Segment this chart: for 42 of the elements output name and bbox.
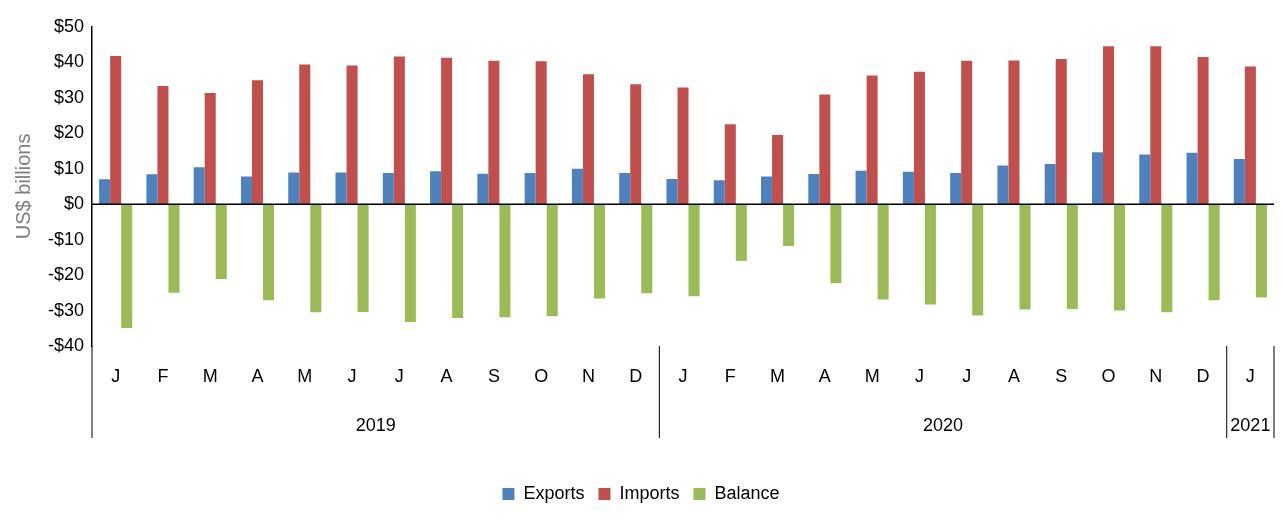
x-tick-label: J	[1245, 365, 1255, 386]
x-tick-label: D	[1196, 365, 1210, 386]
text: 2021	[1230, 414, 1271, 435]
y-tick-label: -$20	[48, 264, 85, 285]
x-tick-label: N	[1149, 365, 1163, 386]
y-tick-label: -$40	[48, 334, 85, 355]
y-tick-label: $40	[53, 51, 85, 72]
x-tick-label: A	[440, 365, 453, 386]
x-tick-label: M	[202, 365, 218, 386]
x-tick-label: A	[1007, 365, 1020, 386]
x-tick-label: F	[157, 365, 169, 386]
x-tick-label: S	[1055, 365, 1068, 386]
text: 2019	[355, 414, 396, 435]
x-tick-label: J	[394, 365, 404, 386]
legend-label: Balance	[714, 482, 780, 503]
x-tick-label: J	[678, 365, 688, 386]
x-tick-label: S	[487, 365, 500, 386]
legend-label: Exports	[523, 482, 585, 503]
y-tick-label: $10	[53, 157, 85, 178]
x-tick-label: J	[962, 365, 972, 386]
y-tick-label: $50	[53, 15, 85, 36]
y-tick-label: $30	[53, 86, 85, 107]
legend-label: Imports	[619, 482, 680, 503]
x-tick-label: J	[111, 365, 121, 386]
y-tick-label: $0	[64, 193, 85, 214]
y-axis-title: US$ billions	[11, 133, 34, 240]
x-tick-label: O	[534, 365, 549, 386]
x-tick-label: D	[629, 365, 643, 386]
x-tick-label: A	[251, 365, 264, 386]
x-tick-label: O	[1101, 365, 1116, 386]
x-tick-label: N	[581, 365, 595, 386]
x-tick-label: F	[724, 365, 736, 386]
x-tick-label: M	[770, 365, 786, 386]
x-tick-label: M	[864, 365, 880, 386]
y-tick-label: -$30	[48, 299, 85, 320]
y-tick-label: -$10	[48, 228, 85, 249]
x-tick-label: J	[347, 365, 357, 386]
x-tick-label: J	[914, 365, 924, 386]
text: 2020	[923, 414, 964, 435]
x-tick-label: M	[297, 365, 313, 386]
x-tick-label: A	[818, 365, 831, 386]
y-tick-label: $20	[53, 122, 85, 143]
